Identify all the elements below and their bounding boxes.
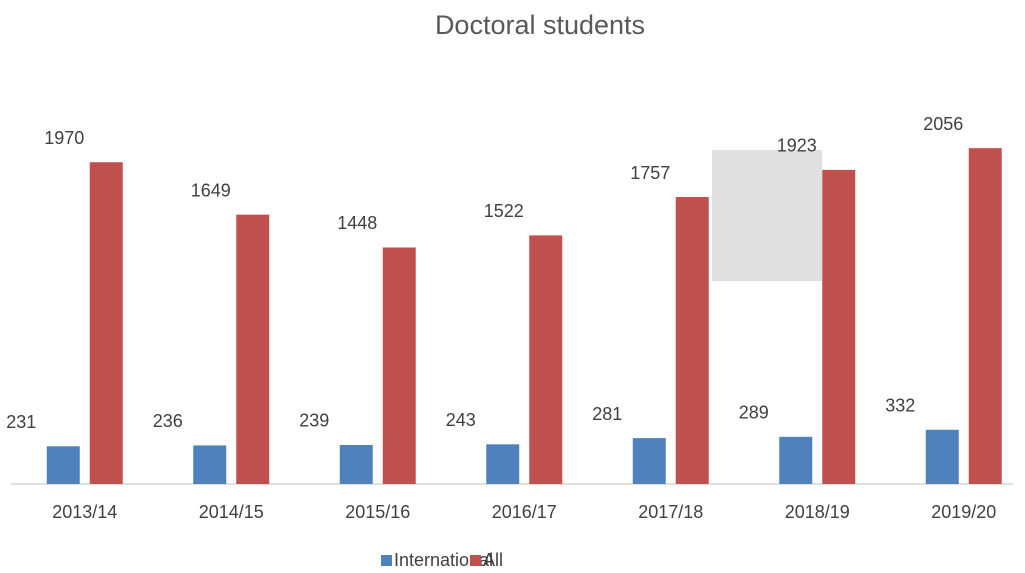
- data-label: 289: [739, 403, 769, 423]
- x-tick-label: 2018/19: [785, 502, 850, 522]
- data-label: 1522: [484, 201, 524, 221]
- bar: [47, 446, 80, 484]
- data-label: 243: [446, 410, 476, 430]
- bar: [676, 197, 709, 484]
- data-label: 231: [6, 412, 36, 432]
- chart-title: Doctoral students: [435, 10, 645, 40]
- x-tick-label: 2016/17: [492, 502, 557, 522]
- bar: [236, 215, 269, 484]
- bar: [90, 162, 123, 484]
- data-label: 2056: [923, 114, 963, 134]
- bar: [193, 445, 226, 484]
- legend-label: All: [483, 550, 503, 570]
- bar: [633, 438, 666, 484]
- data-label: 1649: [191, 180, 231, 200]
- data-label: 236: [153, 411, 183, 431]
- bar: [383, 247, 416, 484]
- bar: [822, 170, 855, 484]
- x-tick-label: 2014/15: [199, 502, 264, 522]
- data-label: 1757: [630, 163, 670, 183]
- data-label: 332: [885, 396, 915, 416]
- data-label: 1923: [777, 136, 817, 156]
- chart: Doctoral students 2013/14 231 1970 2014/15 2…: [0, 0, 1025, 573]
- legend-swatch: [470, 555, 481, 566]
- x-tick-label: 2017/18: [638, 502, 703, 522]
- x-tick-label: 2015/16: [345, 502, 410, 522]
- x-tick-label: 2019/20: [931, 502, 996, 522]
- data-label: 239: [299, 411, 329, 431]
- data-label: 1448: [337, 213, 377, 233]
- bar: [529, 235, 562, 484]
- data-label: 281: [592, 404, 622, 424]
- data-label: 1970: [44, 128, 84, 148]
- bar: [340, 445, 373, 484]
- bar: [926, 430, 959, 484]
- bar: [486, 444, 519, 484]
- watermark: [712, 150, 822, 281]
- bar: [779, 437, 812, 484]
- bar: [969, 148, 1002, 484]
- x-tick-label: 2013/14: [52, 502, 117, 522]
- legend-swatch: [381, 555, 392, 566]
